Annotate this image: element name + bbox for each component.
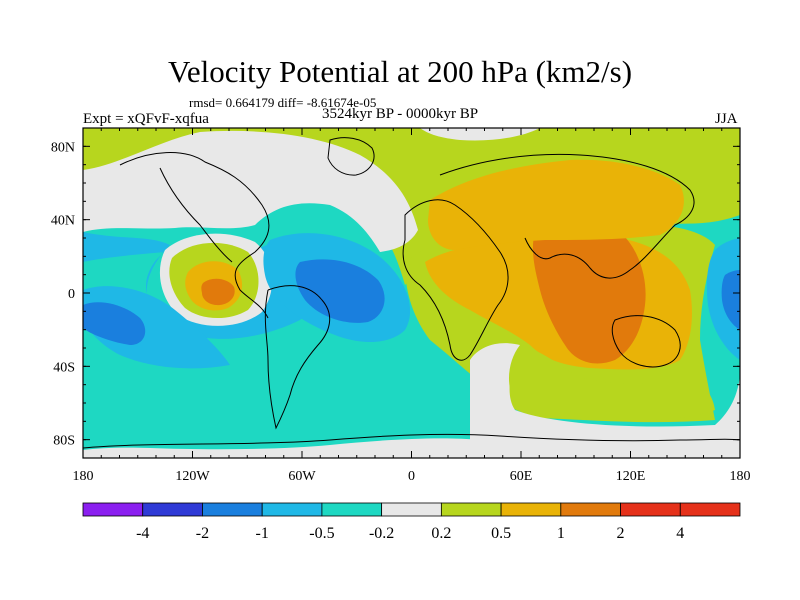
coastlines — [83, 137, 740, 449]
lon-tick-label: 120E — [616, 469, 646, 484]
colorbar-label: 0.5 — [491, 525, 511, 542]
coast-asia — [439, 153, 695, 279]
lon-tick-label: 0 — [408, 469, 415, 484]
colorbar-box — [261, 502, 323, 517]
colorbar-box — [620, 502, 681, 517]
contour-spac-neg2 — [83, 302, 146, 345]
colorbar-label: -1 — [256, 525, 269, 542]
colorbar-labels: -4 -2 -1 -0.5 -0.2 0.2 0.5 1 2 4 — [136, 525, 684, 542]
colorbar-box — [82, 502, 144, 517]
colorbar-label: -4 — [136, 525, 149, 542]
lon-axis-labels: 180 120W 60W 0 60E 120E 180 — [73, 469, 751, 484]
colorbar-label: 1 — [557, 525, 565, 542]
colorbar-box — [560, 502, 621, 517]
colorbar-box — [142, 502, 203, 517]
colorbar-label: 0.2 — [431, 525, 451, 542]
colorbar-label: -0.5 — [309, 525, 334, 542]
contour-eurasia-orange — [428, 159, 684, 250]
colorbar — [82, 502, 741, 517]
season-label: JJA — [715, 111, 738, 127]
coast-north-america — [119, 152, 270, 319]
colorbar-label: 4 — [676, 525, 684, 542]
lon-tick-label: 180 — [73, 469, 94, 484]
lon-tick-label: 120W — [175, 469, 210, 484]
contour-so-green — [508, 345, 715, 421]
colorbar-label: -0.2 — [369, 525, 394, 542]
lon-tick-label: 180 — [730, 469, 751, 484]
lat-tick-label: 0 — [68, 287, 75, 302]
lat-tick-label: 40N — [51, 214, 75, 229]
lon-tick-label: 60E — [510, 469, 533, 484]
stats-subtitle: rmsd= 0.664179 diff= -8.61674e-05 — [189, 95, 377, 110]
colorbar-box — [202, 502, 263, 517]
contour-indopac-dark — [532, 222, 646, 364]
colorbar-box — [679, 502, 741, 517]
lon-tick-label: 60W — [288, 469, 316, 484]
lat-axis-labels: 80N 40N 0 40S 80S — [51, 140, 75, 448]
colorbar-box — [500, 502, 562, 517]
lat-tick-label: 80N — [51, 140, 75, 155]
contour-so-neutral — [470, 343, 740, 458]
lat-tick-label: 40S — [53, 360, 75, 375]
coast-greenland — [327, 137, 375, 176]
period-label: 3524kyr BP - 0000kyr BP — [322, 106, 479, 122]
experiment-label: Expt = xQFvF-xqfua — [83, 111, 209, 127]
colorbar-box — [321, 502, 383, 517]
contour-atlantic-neg2 — [295, 259, 385, 323]
coast-africa-europe — [402, 199, 509, 361]
contour-wpac-neg2 — [721, 270, 740, 330]
contour-arctic-neutral — [420, 128, 540, 141]
lat-tick-label: 80S — [53, 434, 75, 449]
contour-antarctic-neutral — [83, 438, 740, 458]
colorbar-label: 2 — [617, 525, 625, 542]
colorbar-label: -2 — [196, 525, 209, 542]
coast-australia — [611, 315, 681, 368]
contour-nh-neutral — [83, 130, 418, 252]
map-ticks — [82, 128, 741, 458]
colorbar-box — [440, 502, 502, 517]
colorbar-box — [381, 502, 442, 517]
coast-south-america — [264, 285, 331, 430]
contour-field — [83, 128, 740, 458]
contour-tropical-pac-pos4 — [201, 278, 235, 306]
map-title: Velocity Potential at 200 hPa (km2/s) — [167, 54, 633, 89]
coast-antarctica — [83, 433, 740, 449]
